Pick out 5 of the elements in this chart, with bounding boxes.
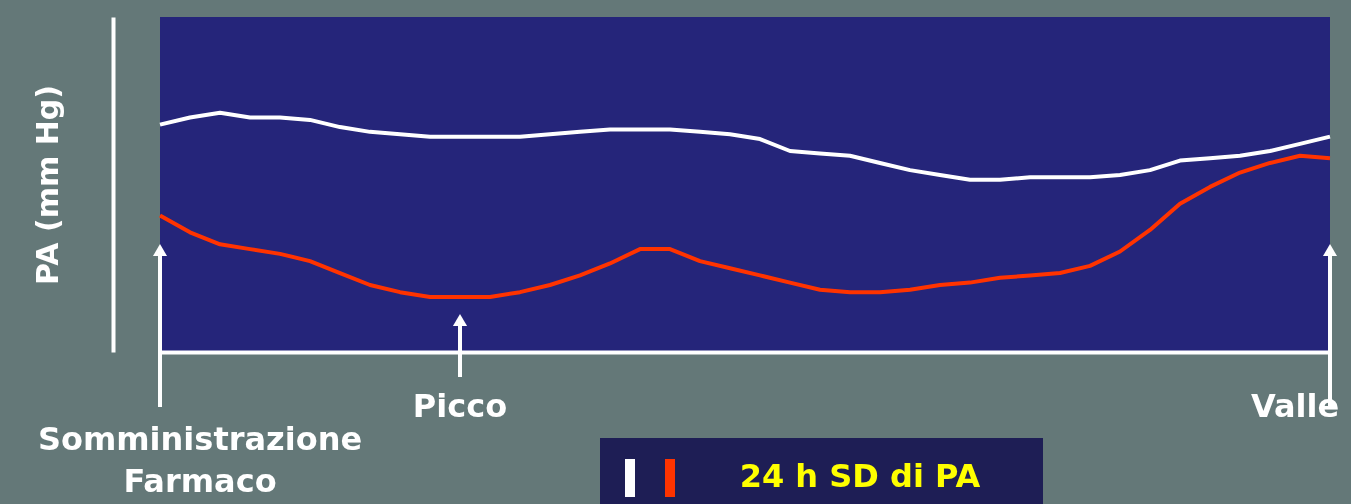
- text: Picco: [412, 387, 508, 425]
- text: Somministrazione Farmaco: [37, 420, 363, 500]
- y-axis-title: PA (mm Hg): [29, 85, 65, 285]
- text: 24 h SD di PA: [739, 457, 981, 495]
- text: Valle: [1250, 387, 1340, 425]
